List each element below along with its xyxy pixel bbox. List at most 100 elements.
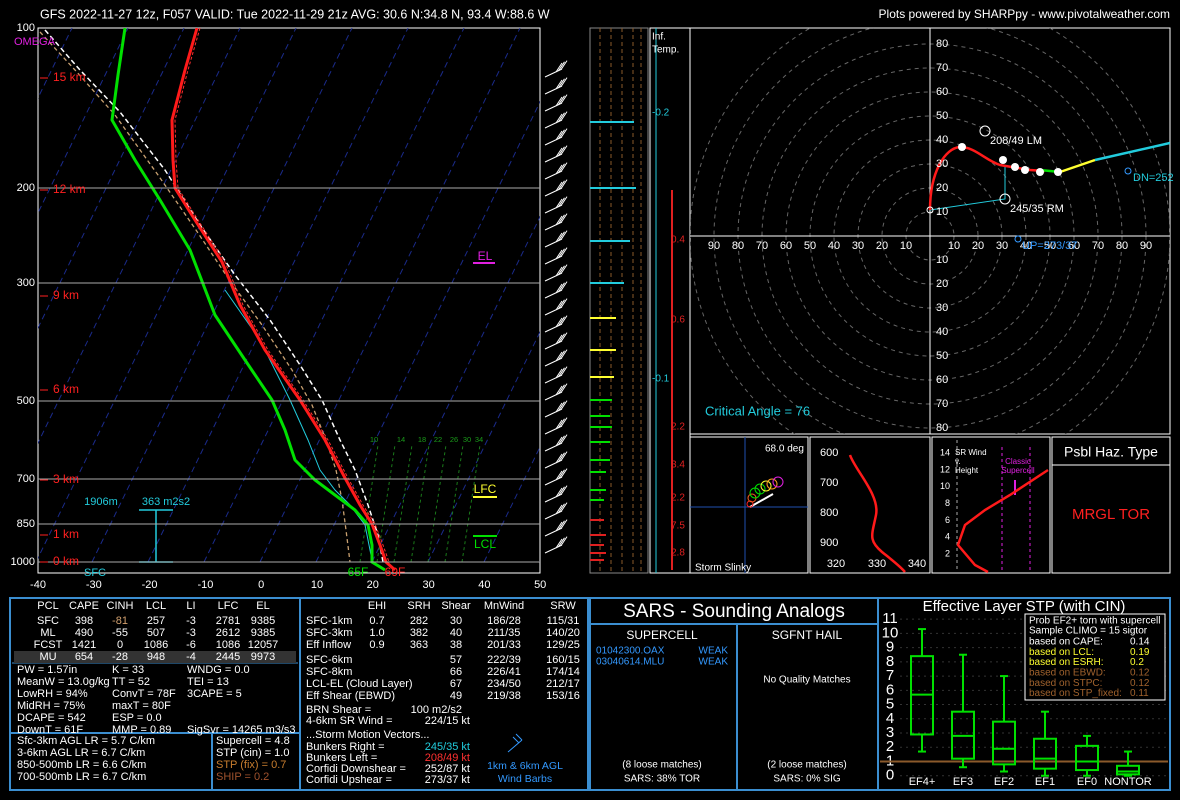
table-header: LI [186, 600, 195, 612]
table-cell: 257 [147, 615, 165, 627]
wind-barb [558, 418, 565, 429]
srwind-height: 10 [940, 481, 950, 491]
wind-barb [555, 62, 563, 73]
wind-barb [560, 349, 568, 359]
table-cell: ML [40, 627, 55, 639]
table-cell: 0.9 [369, 639, 384, 651]
hodo-ring-label: 40 [1020, 240, 1032, 252]
wind-barb [558, 299, 565, 310]
pressure-label: 500 [17, 395, 35, 407]
wind-barb [560, 77, 568, 87]
wind-barb [560, 128, 568, 138]
table-cell: -4 [186, 651, 196, 663]
hodo-ring-label: 40 [828, 240, 840, 252]
lfc-label: LFC [474, 482, 497, 496]
hodo-ring-label: 50 [936, 350, 948, 362]
height-label: 6 km [53, 382, 79, 396]
thetae-pressure: 900 [820, 537, 838, 549]
mixing-ratio-label: 18 [418, 435, 426, 444]
hodo-ring-label: 30 [936, 302, 948, 314]
wind-barb [555, 300, 563, 311]
inflow-temp-value: 3.4 [671, 460, 685, 471]
wind-barb [555, 198, 563, 209]
virtual-temp-profile [174, 28, 390, 563]
table-cell: 282 [410, 615, 428, 627]
legend-value: 0.11 [1130, 688, 1149, 699]
isotherm [91, 28, 353, 563]
wind-barb [558, 537, 565, 548]
rm-label: 245/35 RM [1010, 203, 1064, 215]
wind-barb [555, 521, 563, 532]
wind-barb [555, 436, 563, 447]
el-label: EL [478, 249, 493, 263]
storm-motion-label: Bunkers Left = [306, 752, 377, 764]
table-cell: 186/28 [487, 615, 521, 627]
height-label: 3 km [53, 472, 79, 486]
index-value: MeanW = 13.0g/kg [17, 676, 110, 688]
wind-barb [555, 504, 563, 515]
wind-barb [555, 453, 563, 464]
sars-note: No Quality Matches [763, 675, 850, 686]
wind-barb [558, 350, 565, 361]
table-cell: -6 [186, 639, 196, 651]
hodo-marker [958, 143, 966, 151]
y-tick-label: 6 [886, 681, 894, 698]
hodo-ring-label: 20 [936, 278, 948, 290]
storm-motion-label: Bunkers Right = [306, 741, 385, 753]
row-label: LCL-EL (Cloud Layer) [306, 678, 413, 690]
table-cell: 30 [450, 615, 462, 627]
table-header: CAPE [69, 600, 99, 612]
isotherm [38, 28, 297, 560]
slinky-angle: 68.0 deg [765, 444, 804, 455]
thetae-label: 320 [827, 558, 845, 570]
wind-barb [555, 487, 563, 498]
table-cell: 219/38 [487, 690, 521, 702]
table-header: PCL [37, 600, 58, 612]
wind-barb [555, 232, 563, 243]
srwind-profile [956, 468, 1049, 574]
box [1116, 764, 1140, 776]
mu-row-highlight [14, 651, 296, 663]
hodo-trace-top [1094, 141, 1170, 162]
temp-label: -40 [30, 579, 46, 591]
slinky-title: Storm Slinky [695, 563, 751, 574]
srwind-legend: Classic [1005, 457, 1031, 466]
wind-barb [555, 181, 563, 192]
index-value: TEI = 13 [187, 676, 229, 688]
hodo-ring-label: 60 [780, 240, 792, 252]
hazard-value: MRGL TOR [1072, 506, 1150, 523]
wind-barb [555, 334, 563, 345]
sars-result: SARS: 0% SIG [773, 774, 840, 785]
table-cell: 212/17 [546, 678, 580, 690]
height-label: 15 km [53, 70, 86, 84]
table-cell: 1086 [144, 639, 168, 651]
hodo-ring-label: 60 [936, 86, 948, 98]
table-cell: 490 [75, 627, 93, 639]
row-label: SFC-8km [306, 666, 352, 678]
title: GFS 2022-11-27 12z, F057 VALID: Tue 2022… [40, 7, 550, 21]
temp-label: 10 [311, 579, 323, 591]
hodo-ring-label: 20 [876, 240, 888, 252]
table-cell: 9973 [251, 651, 275, 663]
rm-vector [929, 165, 1006, 211]
inflow-temp-value: 0.6 [671, 315, 685, 326]
inflow-temp-value: 2.8 [671, 548, 685, 559]
isotherm [203, 28, 465, 563]
table-cell: 222/39 [487, 654, 521, 666]
inflow-temp-value: 7.5 [671, 521, 685, 532]
x-tick-label: EF0 [1077, 776, 1097, 788]
height-label: 12 km [53, 182, 86, 196]
lapse-rate: 850-500mb LR = 6.6 C/km [17, 759, 146, 771]
omega-label: OMEGA [14, 36, 56, 48]
mixing-ratio-label: 14 [397, 435, 405, 444]
mixing-ratio-label: 22 [434, 435, 442, 444]
sars-header: SGFNT HAIL [772, 628, 843, 642]
legend-label: based on STP_fixed: [1029, 688, 1122, 699]
hodo-ring-label: 80 [732, 240, 744, 252]
wind-barb [560, 451, 568, 461]
table-cell: 12057 [248, 639, 279, 651]
lapse-rate: 700-500mb LR = 6.7 C/km [17, 771, 146, 783]
table-cell: 67 [450, 678, 462, 690]
wind-barb [555, 266, 563, 277]
